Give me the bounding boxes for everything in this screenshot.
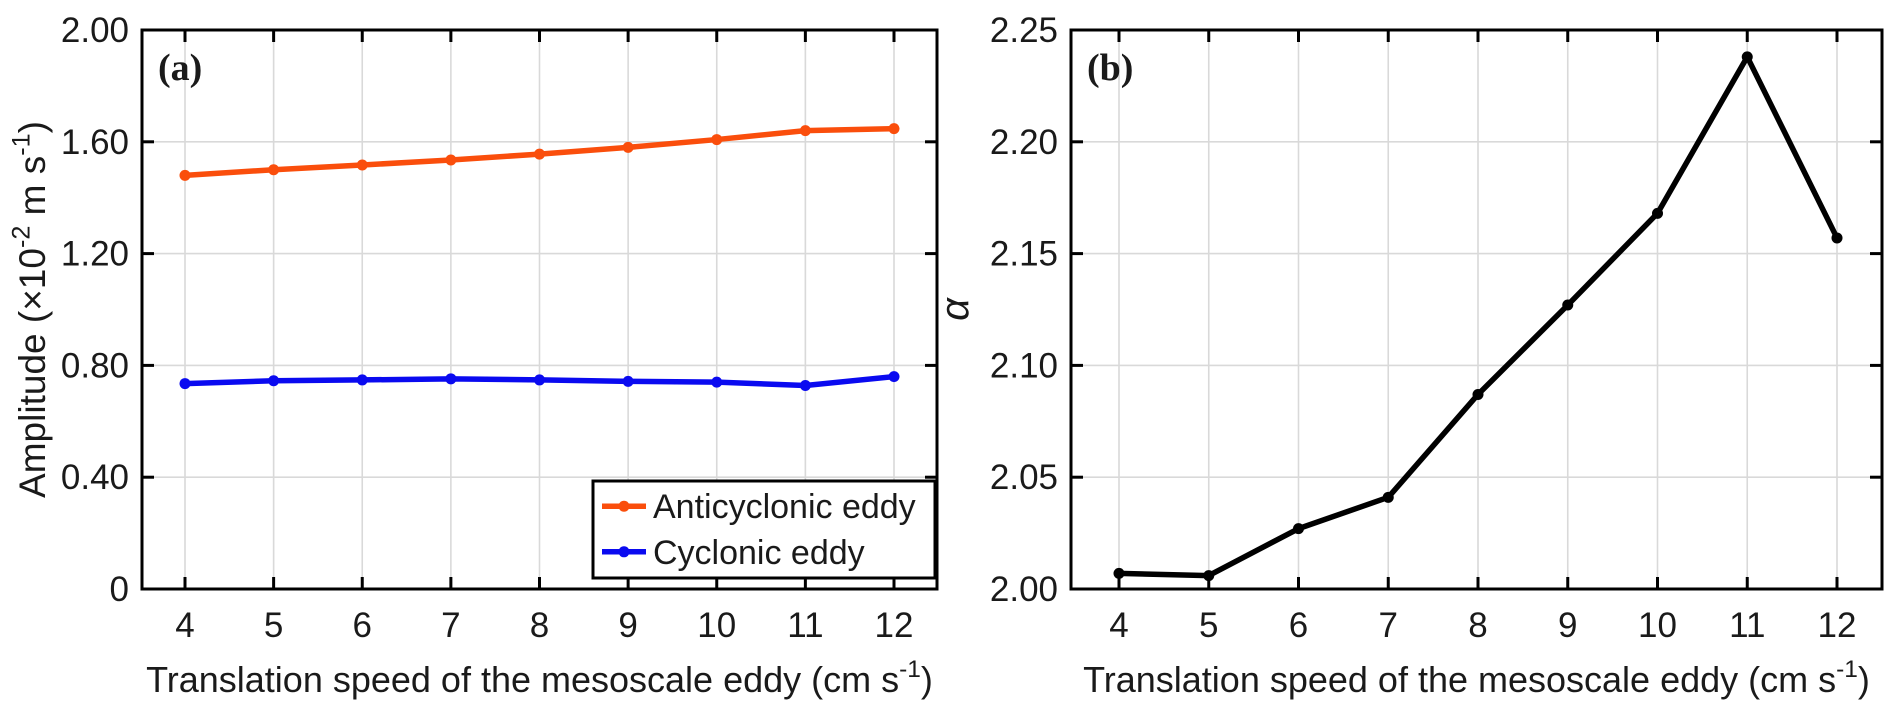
x-tick-label: 10 bbox=[697, 606, 736, 645]
data-point-marker bbox=[179, 378, 191, 390]
data-point-marker bbox=[622, 375, 634, 387]
x-tick-label: 8 bbox=[530, 606, 549, 645]
series-alpha bbox=[1113, 51, 1843, 582]
data-point-marker bbox=[1831, 232, 1843, 244]
data-point-marker bbox=[1203, 570, 1215, 582]
tick-marks bbox=[142, 28, 937, 591]
y-tick-label: 1.20 bbox=[61, 235, 129, 274]
y-tick-label: 2.25 bbox=[990, 11, 1058, 50]
x-tick-label: 4 bbox=[175, 606, 194, 645]
data-point-marker bbox=[711, 376, 723, 388]
y-tick-label: 2.10 bbox=[990, 346, 1058, 385]
data-point-marker bbox=[1562, 299, 1574, 311]
y-tick-label: 2.05 bbox=[990, 458, 1058, 497]
x-tick-label: 12 bbox=[875, 606, 914, 645]
data-point-marker bbox=[1741, 51, 1753, 63]
y-axis-label: α bbox=[933, 297, 977, 321]
data-point-marker bbox=[888, 123, 900, 135]
data-point-marker bbox=[1652, 207, 1663, 219]
legend-marker-sample bbox=[618, 500, 630, 512]
y-tick-label: 0.40 bbox=[61, 458, 129, 497]
data-point-marker bbox=[268, 375, 280, 387]
tick-marks bbox=[1071, 28, 1882, 591]
x-tick-label: 4 bbox=[1109, 606, 1128, 645]
x-tick-label: 5 bbox=[1199, 606, 1218, 645]
x-axis-label: Translation speed of the mesoscale eddy … bbox=[1083, 656, 1870, 700]
legend-marker-sample bbox=[618, 546, 630, 558]
data-point-marker bbox=[1113, 567, 1125, 579]
x-tick-label: 11 bbox=[1729, 606, 1765, 645]
legend-entry-label: Anticyclonic eddy bbox=[653, 488, 916, 526]
data-point-marker bbox=[534, 148, 545, 160]
y-axis-label: Amplitude (×10-2 m s-1) bbox=[7, 121, 53, 498]
data-point-marker bbox=[799, 125, 811, 137]
y-tick-label: 2.15 bbox=[990, 235, 1058, 274]
x-tick-label: 7 bbox=[441, 606, 460, 645]
x-tick-label: 10 bbox=[1638, 606, 1677, 645]
y-tick-label: 2.00 bbox=[61, 11, 129, 50]
legend-entry-label: Cyclonic eddy bbox=[653, 534, 865, 572]
data-point-marker bbox=[445, 154, 457, 166]
y-tick-label: 2.00 bbox=[990, 570, 1058, 609]
data-point-marker bbox=[179, 169, 191, 181]
x-tick-label: 8 bbox=[1468, 606, 1487, 645]
data-point-marker bbox=[268, 164, 280, 176]
series-anticyclonic-eddy bbox=[179, 123, 900, 181]
panel-letter: (a) bbox=[158, 47, 202, 89]
x-tick-label: 6 bbox=[1289, 606, 1308, 645]
data-point-marker bbox=[711, 134, 723, 146]
axes-box bbox=[1069, 28, 1884, 591]
x-tick-label: 11 bbox=[787, 606, 823, 645]
x-tick-label: 5 bbox=[264, 606, 283, 645]
panel-b: 4 5 6 7 8 9 10 11 12 2.00 2.05 2.10 2.15 2.20 2.25 Tran… bbox=[933, 11, 1884, 700]
data-point-marker bbox=[1382, 491, 1394, 503]
x-tick-label: 7 bbox=[1379, 606, 1398, 645]
data-point-marker bbox=[799, 380, 811, 392]
data-point-marker bbox=[888, 371, 900, 383]
data-point-marker bbox=[534, 374, 545, 386]
x-tick-label: 9 bbox=[1558, 606, 1577, 645]
data-point-marker bbox=[356, 374, 368, 386]
data-point-marker bbox=[1472, 388, 1484, 400]
y-tick-label: 2.20 bbox=[990, 123, 1058, 162]
series-cyclonic-eddy bbox=[179, 371, 900, 392]
y-tick-label: 0.80 bbox=[61, 346, 129, 385]
panel-letter: (b) bbox=[1087, 47, 1133, 89]
legend-box bbox=[591, 479, 937, 580]
data-point-marker bbox=[622, 141, 634, 153]
legend: Anticyclonic eddy Cyclonic eddy bbox=[591, 479, 937, 580]
x-tick-label: 9 bbox=[618, 606, 637, 645]
y-tick-label: 1.60 bbox=[61, 123, 129, 162]
gridlines bbox=[142, 30, 937, 589]
y-tick-label: 0 bbox=[110, 570, 129, 609]
gridlines bbox=[1071, 30, 1882, 589]
x-axis-label: Translation speed of the mesoscale eddy … bbox=[146, 656, 933, 700]
panel-a: 4 5 6 7 8 9 10 11 12 0 0.40 0.80 1.20 1.60 2.00 Transla… bbox=[7, 11, 939, 700]
x-tick-label: 12 bbox=[1818, 606, 1857, 645]
x-tick-label: 6 bbox=[353, 606, 372, 645]
data-point-marker bbox=[1293, 523, 1304, 535]
data-point-marker bbox=[445, 373, 457, 385]
data-point-marker bbox=[356, 159, 368, 171]
